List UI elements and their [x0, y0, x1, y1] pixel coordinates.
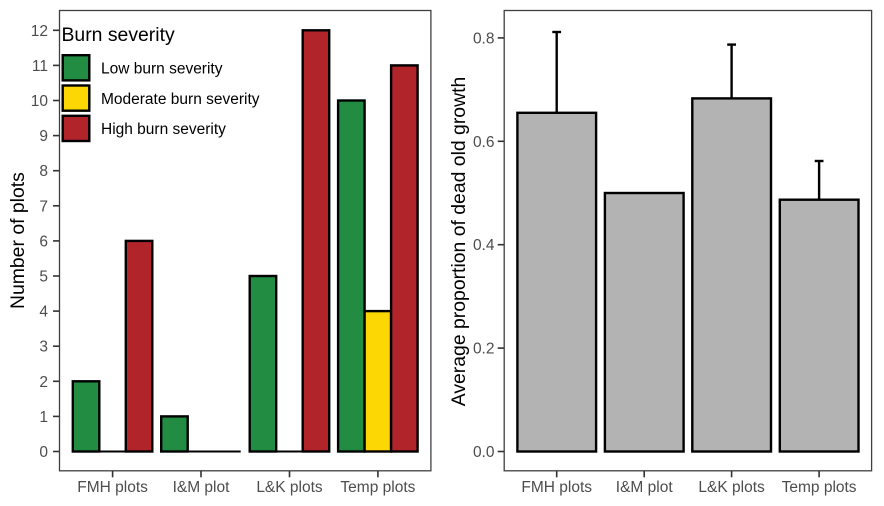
svg-text:4: 4: [39, 304, 48, 321]
svg-text:0.4: 0.4: [473, 237, 495, 254]
svg-text:7: 7: [39, 198, 48, 215]
svg-text:3: 3: [39, 339, 48, 356]
svg-text:0.6: 0.6: [473, 134, 495, 151]
svg-text:12: 12: [31, 23, 48, 40]
svg-text:Average proportion of dead old: Average proportion of dead old growth: [448, 77, 470, 407]
svg-text:Number of plots: Number of plots: [7, 172, 29, 309]
svg-text:I&M plot: I&M plot: [616, 479, 674, 496]
svg-text:2: 2: [39, 374, 48, 391]
svg-text:0.0: 0.0: [473, 444, 495, 461]
svg-text:10: 10: [31, 93, 49, 110]
svg-text:FMH plots: FMH plots: [521, 479, 592, 496]
svg-text:Moderate burn severity: Moderate burn severity: [101, 91, 260, 108]
svg-text:I&M plot: I&M plot: [173, 479, 231, 496]
svg-text:8: 8: [39, 163, 48, 180]
svg-text:Temp plots: Temp plots: [782, 479, 857, 496]
svg-text:0: 0: [39, 444, 48, 461]
svg-text:FMH plots: FMH plots: [77, 479, 148, 496]
svg-text:Burn severity: Burn severity: [62, 24, 175, 46]
svg-text:1: 1: [39, 409, 48, 426]
svg-text:Low burn severity: Low burn severity: [101, 61, 223, 78]
svg-text:High burn severity: High burn severity: [101, 121, 226, 138]
svg-text:6: 6: [39, 233, 48, 250]
svg-text:0.2: 0.2: [473, 341, 495, 358]
svg-text:9: 9: [39, 128, 48, 145]
svg-text:5: 5: [39, 269, 48, 286]
svg-text:Temp plots: Temp plots: [340, 479, 415, 496]
svg-text:0.8: 0.8: [473, 30, 495, 47]
svg-text:L&K plots: L&K plots: [256, 479, 323, 496]
svg-text:11: 11: [32, 58, 48, 75]
svg-text:L&K plots: L&K plots: [698, 479, 765, 496]
